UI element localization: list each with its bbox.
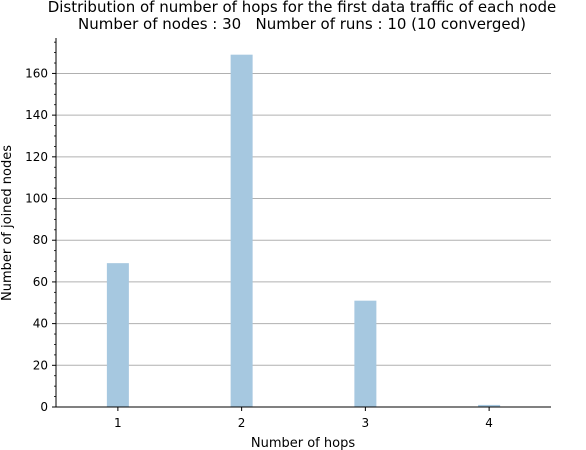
y-tick-label: 100 xyxy=(25,192,48,206)
chart-title: Distribution of number of hops for the f… xyxy=(48,0,557,16)
x-tick-label: 1 xyxy=(114,416,122,430)
x-tick-label: 4 xyxy=(485,416,493,430)
y-tick-label: 40 xyxy=(33,317,48,331)
bar-hops-2 xyxy=(230,54,253,407)
y-tick-label: 160 xyxy=(25,66,48,80)
y-tick-label: 60 xyxy=(33,275,48,289)
bar-hops-1 xyxy=(106,263,129,407)
chart-subtitle: Number of nodes : 30 Number of runs : 10… xyxy=(78,15,526,33)
y-tick-label: 120 xyxy=(25,150,48,164)
y-axis-label: Number of joined nodes xyxy=(0,145,15,301)
bars xyxy=(106,54,501,407)
y-tick-label: 140 xyxy=(25,108,48,122)
x-axis-label: Number of hops xyxy=(251,436,355,450)
axes: 0 20 40 60 80 100 120 140 160 1 2 3 4 xyxy=(25,38,551,430)
x-tick-label: 3 xyxy=(362,416,370,430)
bar-hops-3 xyxy=(354,300,377,407)
grid-lines xyxy=(56,72,551,366)
y-tick-label: 0 xyxy=(40,400,48,414)
y-tick-label: 80 xyxy=(33,233,48,247)
bar-hops-4 xyxy=(478,404,501,407)
x-tick-label: 2 xyxy=(238,416,246,430)
y-tick-label: 20 xyxy=(33,358,48,372)
